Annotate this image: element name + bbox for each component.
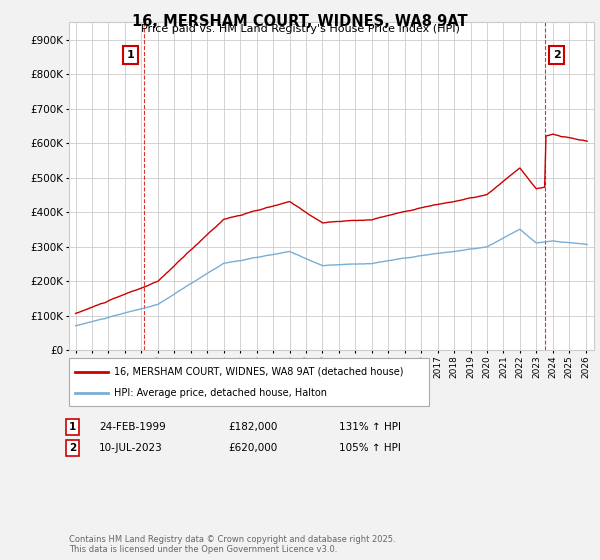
Text: 131% ↑ HPI: 131% ↑ HPI — [339, 422, 401, 432]
Text: 16, MERSHAM COURT, WIDNES, WA8 9AT (detached house): 16, MERSHAM COURT, WIDNES, WA8 9AT (deta… — [114, 367, 404, 377]
Text: £620,000: £620,000 — [228, 443, 277, 453]
Text: 24-FEB-1999: 24-FEB-1999 — [99, 422, 166, 432]
Text: 10-JUL-2023: 10-JUL-2023 — [99, 443, 163, 453]
Text: Contains HM Land Registry data © Crown copyright and database right 2025.
This d: Contains HM Land Registry data © Crown c… — [69, 535, 395, 554]
Text: Price paid vs. HM Land Registry's House Price Index (HPI): Price paid vs. HM Land Registry's House … — [140, 24, 460, 34]
Text: 16, MERSHAM COURT, WIDNES, WA8 9AT: 16, MERSHAM COURT, WIDNES, WA8 9AT — [132, 14, 468, 29]
Text: 105% ↑ HPI: 105% ↑ HPI — [339, 443, 401, 453]
Text: 2: 2 — [69, 443, 76, 453]
Text: HPI: Average price, detached house, Halton: HPI: Average price, detached house, Halt… — [114, 388, 327, 398]
Text: 2: 2 — [553, 50, 560, 60]
Text: 1: 1 — [127, 50, 134, 60]
Text: £182,000: £182,000 — [228, 422, 277, 432]
Text: 1: 1 — [69, 422, 76, 432]
